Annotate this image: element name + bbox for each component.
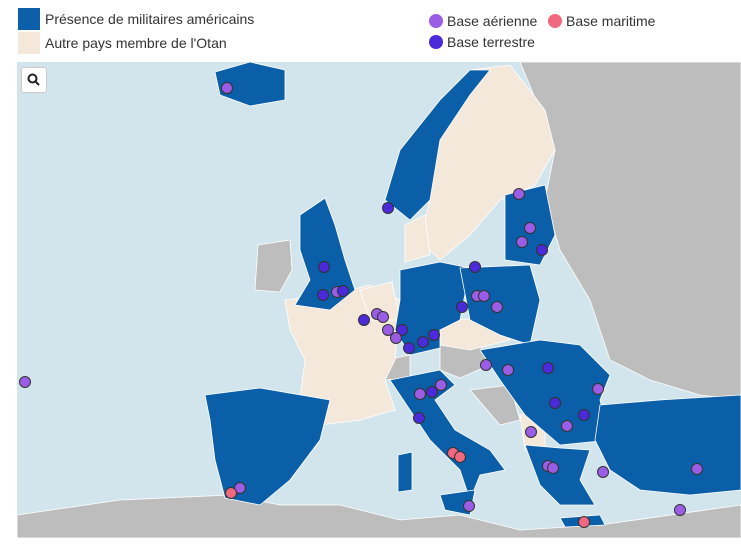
legend-item: Autre pays membre de l'Otan <box>18 32 227 54</box>
legend-swatch <box>18 32 40 54</box>
base-marker[interactable] <box>561 420 573 432</box>
legend-swatch <box>429 35 443 49</box>
legend-label: Base maritime <box>566 13 656 29</box>
base-marker[interactable] <box>337 285 349 297</box>
base-marker[interactable] <box>592 383 604 395</box>
base-marker[interactable] <box>390 332 402 344</box>
base-marker[interactable] <box>396 324 408 336</box>
base-marker[interactable] <box>234 482 246 494</box>
base-marker[interactable] <box>536 244 548 256</box>
base-marker[interactable] <box>525 426 537 438</box>
base-marker[interactable] <box>691 463 703 475</box>
base-marker[interactable] <box>417 336 429 348</box>
legend-label: Autre pays membre de l'Otan <box>45 35 227 51</box>
legend-item: Base maritime <box>548 13 655 29</box>
ireland <box>254 239 293 293</box>
base-marker[interactable] <box>513 188 525 200</box>
zoom-icon <box>27 73 40 86</box>
iceland <box>214 62 286 107</box>
legend-swatch <box>18 8 40 30</box>
iberia <box>204 387 331 506</box>
legend-label: Présence de militaires américains <box>45 11 255 27</box>
balkans <box>469 384 521 426</box>
base-marker[interactable] <box>549 397 561 409</box>
base-marker[interactable] <box>382 324 394 336</box>
legend-label: Base terrestre <box>447 34 535 50</box>
legend-item: Base aérienne <box>429 13 537 29</box>
base-marker[interactable] <box>524 222 536 234</box>
base-marker[interactable] <box>413 412 425 424</box>
base-marker[interactable] <box>578 516 590 528</box>
base-marker[interactable] <box>547 462 559 474</box>
uk <box>294 197 356 311</box>
base-marker[interactable] <box>480 359 492 371</box>
base-marker[interactable] <box>578 409 590 421</box>
base-marker[interactable] <box>456 301 468 313</box>
base-marker[interactable] <box>221 82 233 94</box>
countries <box>17 62 741 538</box>
base-marker[interactable] <box>478 290 490 302</box>
legend: Présence de militaires américains Autre … <box>0 0 741 60</box>
base-marker[interactable] <box>469 261 481 273</box>
legend-swatch <box>429 14 443 28</box>
base-marker[interactable] <box>502 364 514 376</box>
norway <box>384 69 491 221</box>
base-marker[interactable] <box>516 236 528 248</box>
base-marker[interactable] <box>428 329 440 341</box>
base-marker[interactable] <box>597 466 609 478</box>
sardinia <box>397 451 413 493</box>
base-marker[interactable] <box>318 261 330 273</box>
base-marker[interactable] <box>382 202 394 214</box>
base-marker[interactable] <box>414 388 426 400</box>
germany <box>394 261 471 356</box>
legend-item: Présence de militaires américains <box>18 8 254 30</box>
bases <box>19 82 703 528</box>
map <box>17 62 741 538</box>
base-marker[interactable] <box>435 379 447 391</box>
legend-item: Base terrestre <box>429 34 535 50</box>
base-marker[interactable] <box>225 487 237 499</box>
base-marker[interactable] <box>463 500 475 512</box>
base-marker[interactable] <box>454 451 466 463</box>
italy <box>389 369 506 502</box>
base-marker[interactable] <box>426 386 438 398</box>
legend-label: Base aérienne <box>447 13 538 29</box>
zoom-button[interactable] <box>21 67 47 93</box>
turkey <box>594 394 741 496</box>
denmark <box>404 214 431 263</box>
base-marker[interactable] <box>491 301 503 313</box>
base-marker[interactable] <box>317 289 329 301</box>
base-marker[interactable] <box>403 342 415 354</box>
base-marker[interactable] <box>674 504 686 516</box>
base-marker[interactable] <box>19 376 31 388</box>
base-marker[interactable] <box>377 311 389 323</box>
base-marker[interactable] <box>358 314 370 326</box>
greece <box>524 444 596 506</box>
base-marker[interactable] <box>542 362 554 374</box>
legend-swatch <box>548 14 562 28</box>
